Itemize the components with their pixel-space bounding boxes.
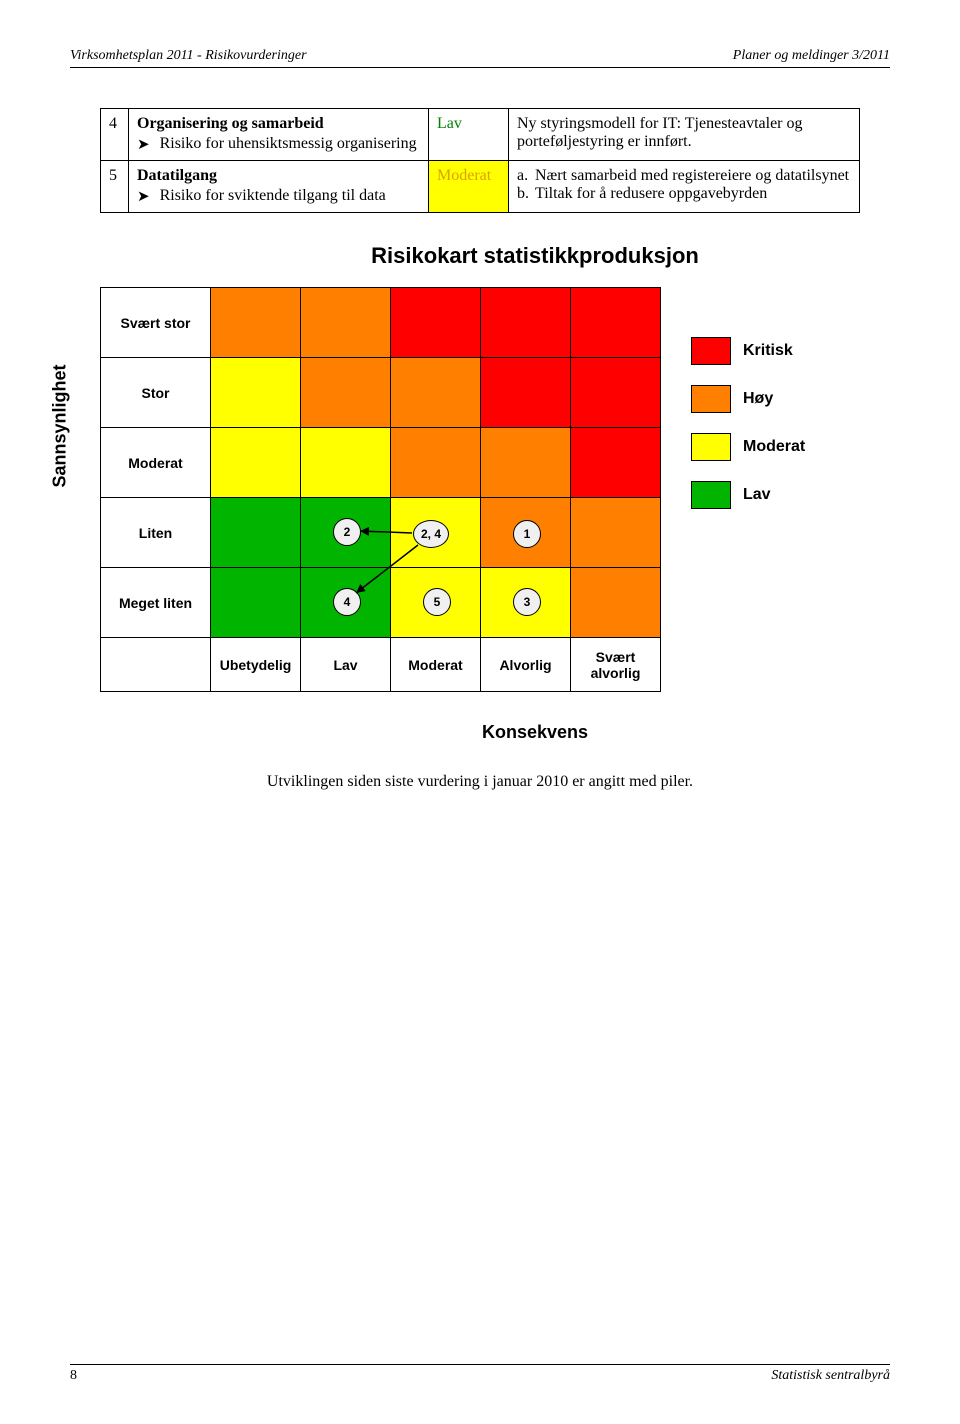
row-description: Datatilgang ➤ Risiko for sviktende tilga…	[129, 161, 429, 213]
risk-chart: Risikokart statistikkproduksjon Sannsynl…	[80, 243, 880, 743]
matrix-row-label: Moderat	[101, 428, 211, 498]
matrix-cell	[211, 288, 301, 358]
legend-swatch	[691, 385, 731, 413]
legend-item: Moderat	[691, 433, 805, 461]
legend-item: Høy	[691, 385, 805, 413]
legend-label: Høy	[743, 390, 773, 408]
row-level: Lav	[429, 109, 509, 161]
row-subtitle: Risiko for sviktende tilgang til data	[160, 187, 386, 205]
chart-title: Risikokart statistikkproduksjon	[190, 243, 880, 269]
matrix-cell: 2	[301, 498, 391, 568]
matrix-cell	[391, 288, 481, 358]
matrix-corner	[101, 638, 211, 692]
row-number: 4	[101, 109, 129, 161]
matrix-cell	[211, 358, 301, 428]
matrix-cell	[481, 358, 571, 428]
matrix-col-label: Lav	[301, 638, 391, 692]
table-row: 4 Organisering og samarbeid ➤ Risiko for…	[101, 109, 860, 161]
matrix-cell	[211, 428, 301, 498]
risk-marker: 2, 4	[413, 520, 449, 548]
page-header: Virksomhetsplan 2011 - Risikovurderinger…	[70, 48, 890, 68]
row-level: Moderat	[429, 161, 509, 213]
legend-swatch	[691, 337, 731, 365]
bullet-icon: ➤	[137, 135, 150, 154]
row-number: 5	[101, 161, 129, 213]
matrix-cell: 1	[481, 498, 571, 568]
matrix-cell	[301, 288, 391, 358]
bullet-icon: ➤	[137, 187, 150, 206]
matrix-cell	[211, 498, 301, 568]
matrix-row-label: Stor	[101, 358, 211, 428]
risk-matrix: Svært storStorModeratLiten22, 41Meget li…	[100, 287, 661, 692]
row-action: Ny styringsmodell for IT: Tjenesteavtale…	[509, 109, 860, 161]
matrix-cell	[571, 568, 661, 638]
matrix-cell	[301, 428, 391, 498]
y-axis-label: Sannsynlighet	[50, 468, 71, 488]
chart-caption: Utviklingen siden siste vurdering i janu…	[160, 773, 800, 791]
matrix-cell	[301, 358, 391, 428]
header-left: Virksomhetsplan 2011 - Risikovurderinger	[70, 48, 307, 64]
legend-item: Kritisk	[691, 337, 805, 365]
risk-marker: 2	[333, 518, 361, 546]
matrix-cell: 2, 4	[391, 498, 481, 568]
risk-marker: 4	[333, 588, 361, 616]
matrix-col-label: Moderat	[391, 638, 481, 692]
row-description: Organisering og samarbeid ➤ Risiko for u…	[129, 109, 429, 161]
matrix-cell	[571, 358, 661, 428]
level-text: Lav	[437, 115, 462, 132]
matrix-row-label: Meget liten	[101, 568, 211, 638]
legend-label: Moderat	[743, 438, 805, 456]
risk-marker: 3	[513, 588, 541, 616]
legend-swatch	[691, 433, 731, 461]
page-footer: 8 Statistisk sentralbyrå	[70, 1364, 890, 1384]
risk-table: 4 Organisering og samarbeid ➤ Risiko for…	[100, 108, 860, 213]
legend-label: Kritisk	[743, 342, 793, 360]
header-right: Planer og meldinger 3/2011	[733, 48, 890, 64]
matrix-cell	[571, 498, 661, 568]
matrix-cell	[391, 428, 481, 498]
table-row: 5 Datatilgang ➤ Risiko for sviktende til…	[101, 161, 860, 213]
matrix-row-label: Liten	[101, 498, 211, 568]
matrix-row-label: Svært stor	[101, 288, 211, 358]
row-action: a.Nært samarbeid med registereiere og da…	[509, 161, 860, 213]
risk-marker: 1	[513, 520, 541, 548]
action-b: Tiltak for å redusere oppgavebyrden	[535, 185, 767, 203]
legend-swatch	[691, 481, 731, 509]
matrix-cell	[571, 288, 661, 358]
risk-marker: 5	[423, 588, 451, 616]
matrix-cell	[211, 568, 301, 638]
action-a: Nært samarbeid med registereiere og data…	[535, 167, 849, 185]
level-text: Moderat	[437, 167, 491, 184]
matrix-cell	[571, 428, 661, 498]
row-title: Organisering og samarbeid	[137, 115, 324, 132]
matrix-cell	[481, 288, 571, 358]
chart-legend: Kritisk Høy Moderat Lav	[691, 337, 805, 529]
matrix-col-label: Ubetydelig	[211, 638, 301, 692]
row-subtitle: Risiko for uhensiktsmessig organisering	[160, 135, 417, 153]
matrix-cell: 5	[391, 568, 481, 638]
row-title: Datatilgang	[137, 167, 217, 184]
matrix-cell	[481, 428, 571, 498]
matrix-col-label: Alvorlig	[481, 638, 571, 692]
matrix-cell: 4	[301, 568, 391, 638]
matrix-col-label: Svært alvorlig	[571, 638, 661, 692]
x-axis-label: Konsekvens	[190, 722, 880, 743]
footer-source: Statistisk sentralbyrå	[771, 1368, 890, 1384]
matrix-cell	[391, 358, 481, 428]
legend-item: Lav	[691, 481, 805, 509]
legend-label: Lav	[743, 486, 771, 504]
page-number: 8	[70, 1368, 77, 1384]
matrix-cell: 3	[481, 568, 571, 638]
